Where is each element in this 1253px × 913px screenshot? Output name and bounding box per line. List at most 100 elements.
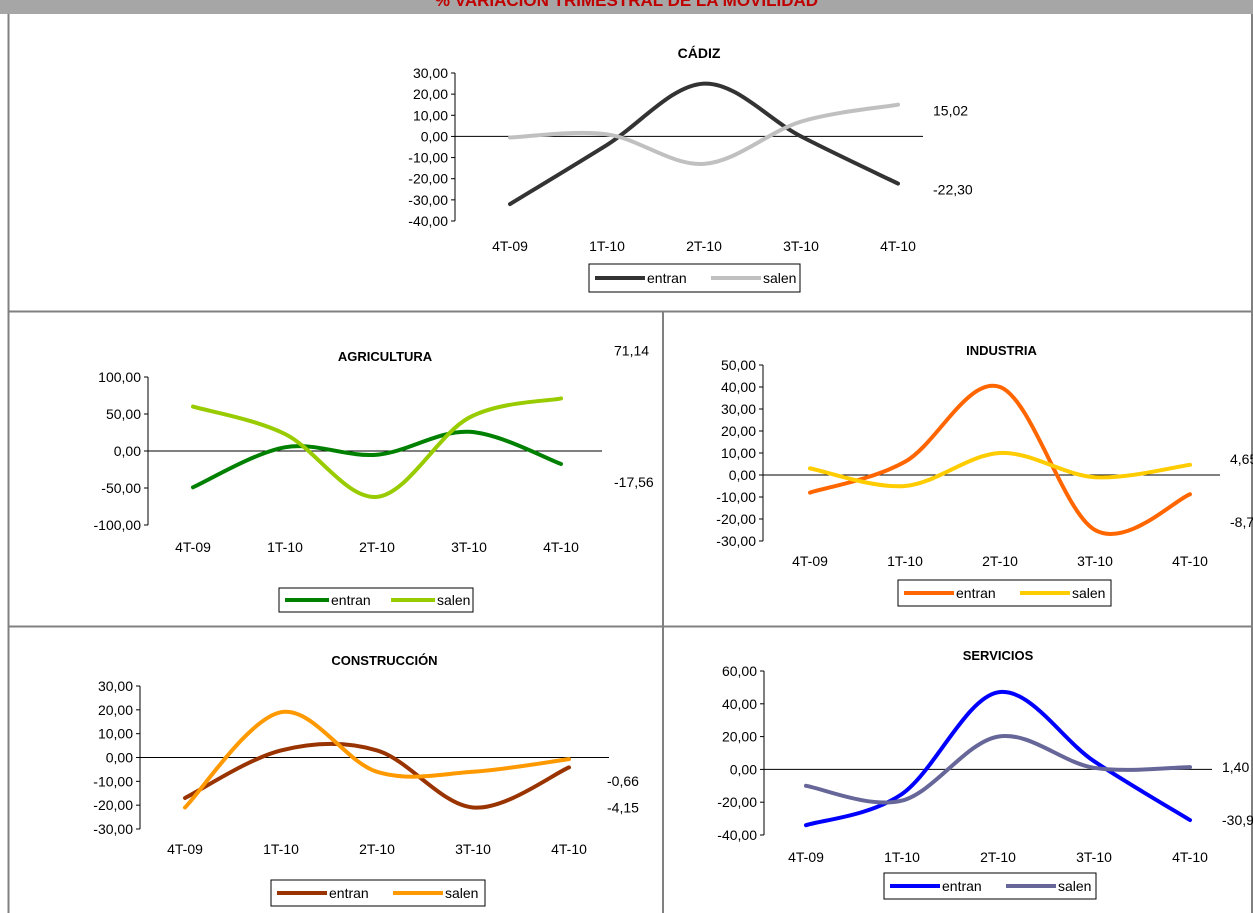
series-line-salen xyxy=(183,709,571,810)
series-line-salen xyxy=(508,102,900,166)
x-tick-label: 2T-10 xyxy=(359,539,395,555)
legend-label-entran: entran xyxy=(956,585,996,601)
series-line-entran xyxy=(191,429,563,490)
y-tick-label: -50,00 xyxy=(101,480,141,496)
y-tick-label: -40,00 xyxy=(717,827,757,843)
y-tick-label: -30,00 xyxy=(716,533,756,549)
series-line-entran xyxy=(808,383,1192,536)
chart-title: AGRICULTURA xyxy=(338,349,433,364)
chart-title: SERVICIOS xyxy=(963,648,1034,663)
data-label-entran: -4,15 xyxy=(607,799,639,815)
series-line-salen xyxy=(191,396,563,499)
x-tick-label: 4T-10 xyxy=(543,539,579,555)
series-line-entran xyxy=(508,81,900,207)
y-tick-label: 0,00 xyxy=(729,467,756,483)
x-tick-label: 4T-09 xyxy=(792,553,828,569)
data-label-salen: 1,40 xyxy=(1222,759,1249,775)
x-tick-label: 3T-10 xyxy=(783,238,819,254)
series-line-salen xyxy=(804,733,1192,805)
x-tick-label: 4T-10 xyxy=(551,841,587,857)
y-tick-label: 60,00 xyxy=(722,663,757,679)
y-tick-label: 50,00 xyxy=(106,406,141,422)
data-label-entran: -30,94 xyxy=(1222,812,1253,828)
y-tick-label: -20,00 xyxy=(717,794,757,810)
data-label-entran: -8,72 xyxy=(1230,514,1253,530)
y-tick-label: 30,00 xyxy=(98,678,133,694)
data-label-entran: -17,56 xyxy=(614,474,654,490)
y-tick-label: -30,00 xyxy=(408,192,448,208)
y-tick-label: 20,00 xyxy=(413,86,448,102)
y-tick-label: -10,00 xyxy=(93,773,133,789)
y-tick-label: 10,00 xyxy=(413,107,448,123)
x-tick-label: 3T-10 xyxy=(1076,849,1112,865)
data-label-salen: 71,14 xyxy=(614,342,649,358)
y-tick-label: -20,00 xyxy=(408,171,448,187)
y-tick-label: 10,00 xyxy=(98,726,133,742)
x-tick-label: 2T-10 xyxy=(359,841,395,857)
x-tick-label: 1T-10 xyxy=(263,841,299,857)
chart-title: CONSTRUCCIÓN xyxy=(331,653,437,668)
y-tick-label: 30,00 xyxy=(721,401,756,417)
x-tick-label: 4T-09 xyxy=(492,238,528,254)
legend-label-entran: entran xyxy=(331,592,371,608)
y-tick-label: 40,00 xyxy=(722,696,757,712)
legend-label-entran: entran xyxy=(647,270,687,286)
x-tick-label: 1T-10 xyxy=(589,238,625,254)
y-tick-label: -20,00 xyxy=(93,797,133,813)
y-tick-label: 30,00 xyxy=(413,65,448,81)
x-tick-label: 4T-09 xyxy=(175,539,211,555)
legend-label-entran: entran xyxy=(942,878,982,894)
series-line-salen xyxy=(808,450,1192,489)
y-tick-label: -30,00 xyxy=(93,821,133,837)
y-tick-label: 20,00 xyxy=(722,729,757,745)
x-tick-label: 2T-10 xyxy=(980,849,1016,865)
legend-label-salen: salen xyxy=(437,592,470,608)
y-tick-label: -10,00 xyxy=(716,489,756,505)
data-label-salen: 4,65 xyxy=(1230,451,1253,467)
legend-label-salen: salen xyxy=(1072,585,1105,601)
y-tick-label: -20,00 xyxy=(716,511,756,527)
x-tick-label: 4T-10 xyxy=(880,238,916,254)
chart-title: INDUSTRIA xyxy=(966,343,1037,358)
y-tick-label: -10,00 xyxy=(408,150,448,166)
x-tick-label: 4T-09 xyxy=(167,841,203,857)
x-tick-label: 2T-10 xyxy=(982,553,1018,569)
y-tick-label: 0,00 xyxy=(114,443,141,459)
x-tick-label: 3T-10 xyxy=(1077,553,1113,569)
legend-label-salen: salen xyxy=(763,270,796,286)
y-tick-label: 20,00 xyxy=(721,423,756,439)
y-tick-label: 0,00 xyxy=(106,750,133,766)
y-tick-label: 20,00 xyxy=(98,702,133,718)
series-line-entran xyxy=(804,690,1192,828)
x-tick-label: 4T-10 xyxy=(1172,553,1208,569)
chart-title: CÁDIZ xyxy=(678,45,721,61)
legend-label-entran: entran xyxy=(329,885,369,901)
legend-label-salen: salen xyxy=(445,885,478,901)
y-tick-label: -100,00 xyxy=(94,517,142,533)
y-tick-label: 50,00 xyxy=(721,357,756,373)
x-tick-label: 2T-10 xyxy=(686,238,722,254)
y-tick-label: -40,00 xyxy=(408,213,448,229)
data-label-salen: 15,02 xyxy=(933,103,968,119)
page-title: % VARIACIÓN TRIMESTRAL DE LA MOVILIDAD xyxy=(434,0,819,10)
x-tick-label: 1T-10 xyxy=(887,553,923,569)
y-tick-label: 40,00 xyxy=(721,379,756,395)
x-tick-label: 3T-10 xyxy=(455,841,491,857)
page-header-bar: % VARIACIÓN TRIMESTRAL DE LA MOVILIDAD xyxy=(0,0,1253,14)
data-label-entran: -22,30 xyxy=(933,182,973,198)
x-tick-label: 3T-10 xyxy=(451,539,487,555)
y-tick-label: 10,00 xyxy=(721,445,756,461)
legend-label-salen: salen xyxy=(1058,878,1091,894)
series-line-entran xyxy=(183,741,571,810)
y-tick-label: 0,00 xyxy=(421,128,448,144)
x-tick-label: 4T-10 xyxy=(1172,849,1208,865)
x-tick-label: 1T-10 xyxy=(884,849,920,865)
data-label-salen: -0,66 xyxy=(607,773,639,789)
x-tick-label: 1T-10 xyxy=(267,539,303,555)
y-tick-label: 100,00 xyxy=(98,369,141,385)
